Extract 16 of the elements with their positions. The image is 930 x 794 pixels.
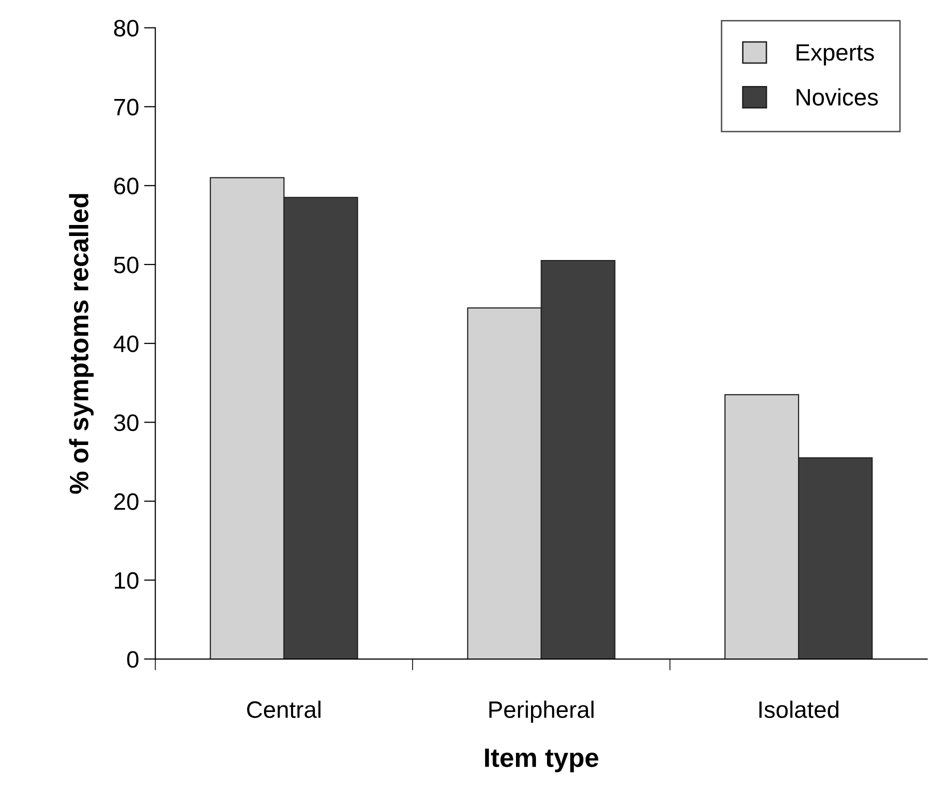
y-tick-label: 70: [114, 98, 138, 116]
legend-label: Novices: [796, 88, 878, 106]
x-axis-title: Item type: [485, 748, 598, 772]
y-tick-label: 80: [114, 20, 138, 37]
y-tick-label: 0: [127, 651, 138, 668]
x-tick-label: Isolated: [759, 700, 838, 718]
y-tick-label: 20: [114, 493, 138, 510]
y-tick-label: 10: [114, 572, 138, 589]
y-tick-label: 30: [114, 414, 138, 432]
x-tick-label: Central: [247, 700, 320, 718]
x-tick-label: Peripheral: [489, 700, 594, 723]
legend-label: Experts: [796, 44, 874, 66]
y-axis-title: % of symptoms recalled: [69, 194, 94, 494]
y-tick-label: 60: [114, 178, 138, 194]
y-tick-label: 50: [114, 256, 138, 274]
y-tick-label: 40: [114, 335, 138, 352]
